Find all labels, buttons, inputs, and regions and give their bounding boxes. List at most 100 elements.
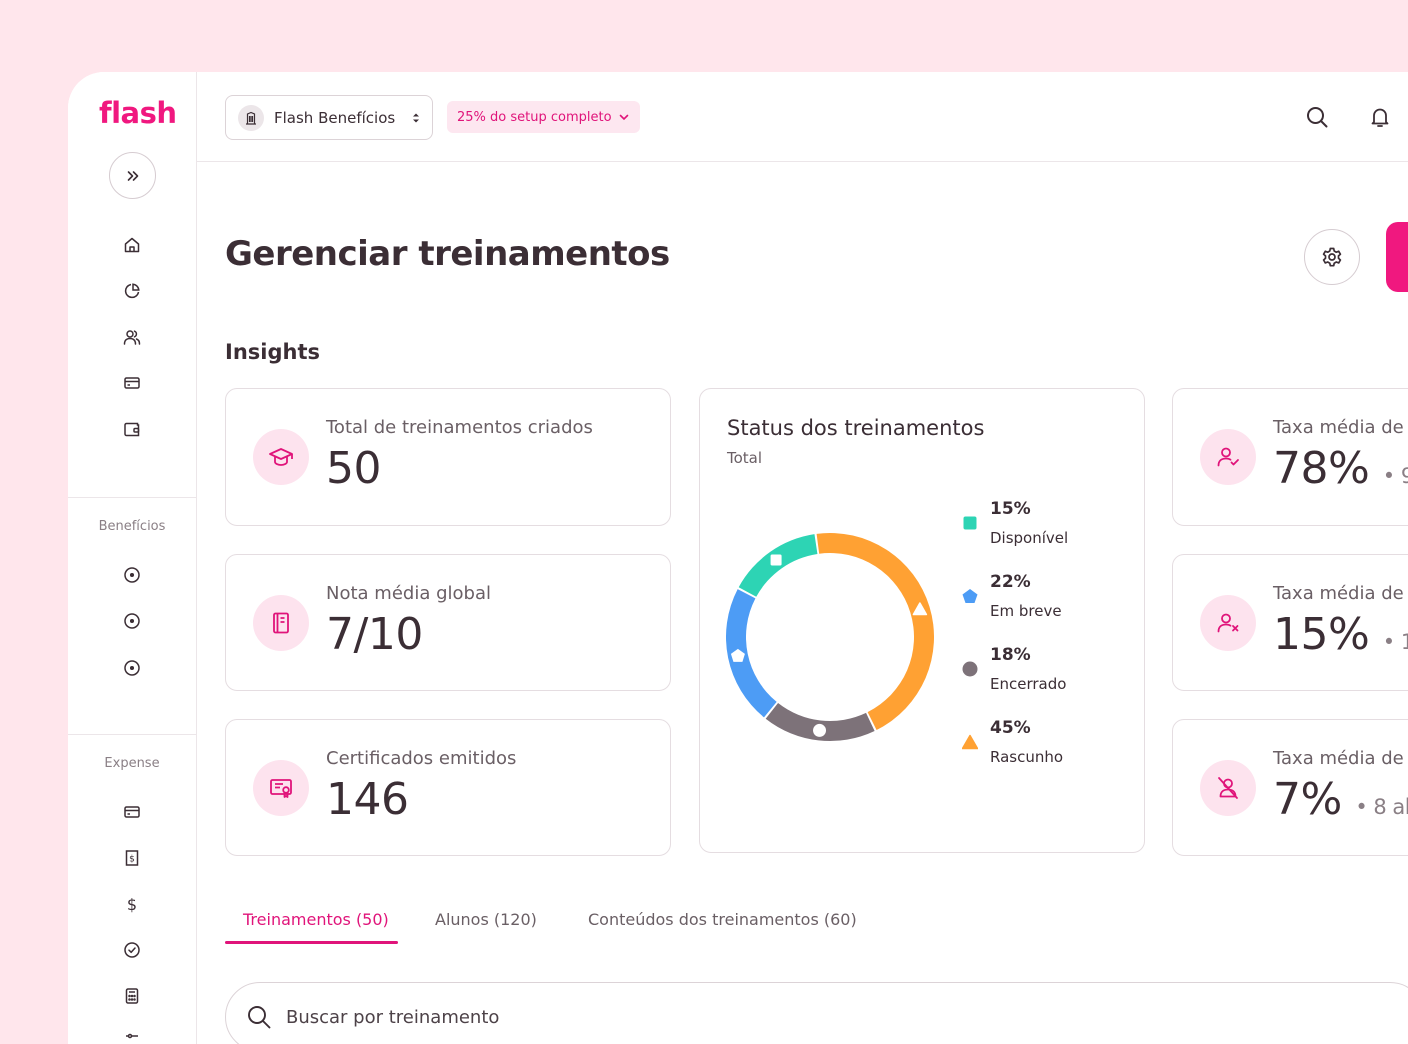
tab-contents[interactable]: Conteúdos dos treinamentos (60)	[588, 910, 857, 929]
sidebar-item-cards[interactable]	[122, 373, 142, 393]
legend-percent: 15%	[990, 499, 1031, 519]
search-icon	[248, 1006, 271, 1029]
sidebar-item-approvals[interactable]	[122, 940, 142, 960]
primary-action-button[interactable]	[1386, 222, 1408, 292]
sort-arrows-icon	[413, 113, 420, 122]
sidebar-divider	[68, 734, 196, 735]
notebook-icon	[253, 595, 309, 651]
legend-label: Rascunho	[990, 748, 1064, 766]
sidebar-section-label: Benefícios	[98, 519, 166, 534]
sidebar-item-home[interactable]	[122, 235, 142, 255]
stat-value: 7/10	[326, 609, 423, 660]
sidebar-section-label: Expense	[104, 756, 160, 771]
legend-label: Encerrado	[990, 675, 1067, 693]
settings-button[interactable]	[1304, 229, 1360, 285]
rate-extra: • 19 a	[1382, 630, 1408, 654]
graduation-cap-icon	[253, 429, 309, 485]
insights-title: Insights	[225, 340, 320, 364]
circle-dot-icon	[124, 660, 140, 676]
sidebar-item-people[interactable]	[122, 327, 142, 347]
sidebar-item-wallet[interactable]	[122, 419, 142, 439]
tab-students[interactable]: Alunos (120)	[435, 910, 537, 929]
expand-sidebar-button[interactable]	[109, 152, 156, 199]
square-marker-icon	[963, 516, 977, 530]
donut-slice-rascunho[interactable]	[816, 533, 934, 730]
app-window: flash Benefícios Expense	[68, 72, 1408, 1044]
sidebar-item-benefit-1[interactable]	[122, 565, 142, 585]
brand-logo[interactable]: flash	[99, 96, 177, 130]
page-title: Gerenciar treinamentos	[225, 234, 670, 274]
setup-progress-label: 25% do setup completo	[457, 109, 612, 125]
chart-subtitle: Total	[727, 449, 763, 467]
stat-label: Taxa média de a	[1273, 417, 1408, 438]
sidebar: flash Benefícios Expense	[68, 72, 197, 1044]
receipt-icon: $	[125, 850, 139, 866]
wallet-icon	[124, 422, 140, 437]
notifications-button[interactable]	[1367, 104, 1393, 130]
company-selector[interactable]: Flash Benefícios	[225, 95, 433, 140]
user-x-icon	[1200, 595, 1256, 651]
circle-dot-icon	[124, 613, 140, 629]
bell-icon	[1371, 108, 1389, 127]
legend-percent: 22%	[990, 572, 1031, 592]
setup-progress-badge[interactable]: 25% do setup completo	[447, 101, 640, 133]
chevron-down-icon	[619, 114, 628, 121]
search-button[interactable]	[1304, 104, 1330, 130]
sliders-icon	[126, 1033, 138, 1039]
sidebar-item-benefit-3[interactable]	[122, 658, 142, 678]
users-icon	[123, 330, 141, 345]
sidebar-item-receipts[interactable]: $	[122, 848, 142, 868]
rate-value: 15%	[1273, 609, 1370, 660]
search-icon	[1307, 107, 1328, 128]
donut-slice-encerrado[interactable]	[765, 703, 875, 741]
stat-label: Nota média global	[326, 583, 491, 604]
donut-slice-marker	[813, 723, 827, 737]
rate-card-abandonment: Taxa média de a 7% • 8 alu	[1172, 719, 1408, 856]
stat-label: Certificados emitidos	[326, 748, 517, 769]
legend-label: Disponível	[990, 529, 1069, 547]
pie-chart-icon	[124, 283, 140, 299]
stat-value: 7% • 8 alu	[1273, 774, 1408, 825]
check-circle-icon	[124, 942, 140, 958]
tab-trainings[interactable]: Treinamentos (50)	[243, 910, 389, 929]
sidebar-divider	[68, 497, 196, 498]
credit-card-icon	[124, 806, 140, 818]
stat-card-global-rating: Nota média global 7/10	[225, 554, 671, 691]
svg-text:$: $	[127, 895, 137, 913]
sidebar-item-benefit-2[interactable]	[122, 611, 142, 631]
stat-value: 15% • 19 a	[1273, 609, 1408, 660]
donut-slice-marker	[730, 648, 745, 662]
legend-label: Em breve	[990, 602, 1062, 620]
stat-value: 146	[326, 774, 409, 825]
sidebar-item-reports[interactable]	[122, 281, 142, 301]
user-off-icon	[1200, 760, 1256, 816]
certificate-icon	[253, 760, 309, 816]
donut-slice-em-breve[interactable]	[726, 589, 777, 718]
gear-icon	[1322, 247, 1342, 267]
top-header: Flash Benefícios 25% do setup completo	[197, 72, 1408, 162]
stat-value: 50	[326, 443, 382, 494]
training-search-box[interactable]: Buscar por treinamento	[225, 982, 1408, 1044]
sidebar-item-expense-cards[interactable]	[122, 802, 142, 822]
rate-extra: • 8 alu	[1355, 795, 1408, 819]
stat-card-total-trainings: Total de treinamentos criados 50	[225, 388, 671, 526]
chart-title: Status dos treinamentos	[727, 416, 985, 440]
stat-label: Taxa média de r	[1273, 583, 1408, 604]
building-icon	[238, 104, 264, 131]
circle-dot-icon	[124, 567, 140, 583]
triangle-marker-icon	[962, 734, 978, 750]
rate-card-failure: Taxa média de r 15% • 19 a	[1172, 554, 1408, 691]
legend-percent: 18%	[990, 645, 1031, 665]
rate-extra: • 93	[1382, 464, 1408, 488]
circle-marker-icon	[962, 661, 978, 677]
active-tab-indicator	[225, 941, 398, 944]
status-chart-card: Status dos treinamentos Total 15% Dispon…	[699, 388, 1145, 853]
company-name: Flash Benefícios	[274, 108, 396, 127]
sidebar-item-refunds[interactable]: $	[122, 894, 142, 914]
status-donut-chart	[726, 533, 934, 741]
sidebar-item-settings-sliders[interactable]	[122, 1030, 142, 1044]
search-input[interactable]: Buscar por treinamento	[286, 1006, 500, 1028]
stat-value: 78% • 93	[1273, 443, 1408, 494]
sidebar-item-calculator[interactable]	[122, 986, 142, 1006]
rate-value: 7%	[1273, 774, 1342, 825]
